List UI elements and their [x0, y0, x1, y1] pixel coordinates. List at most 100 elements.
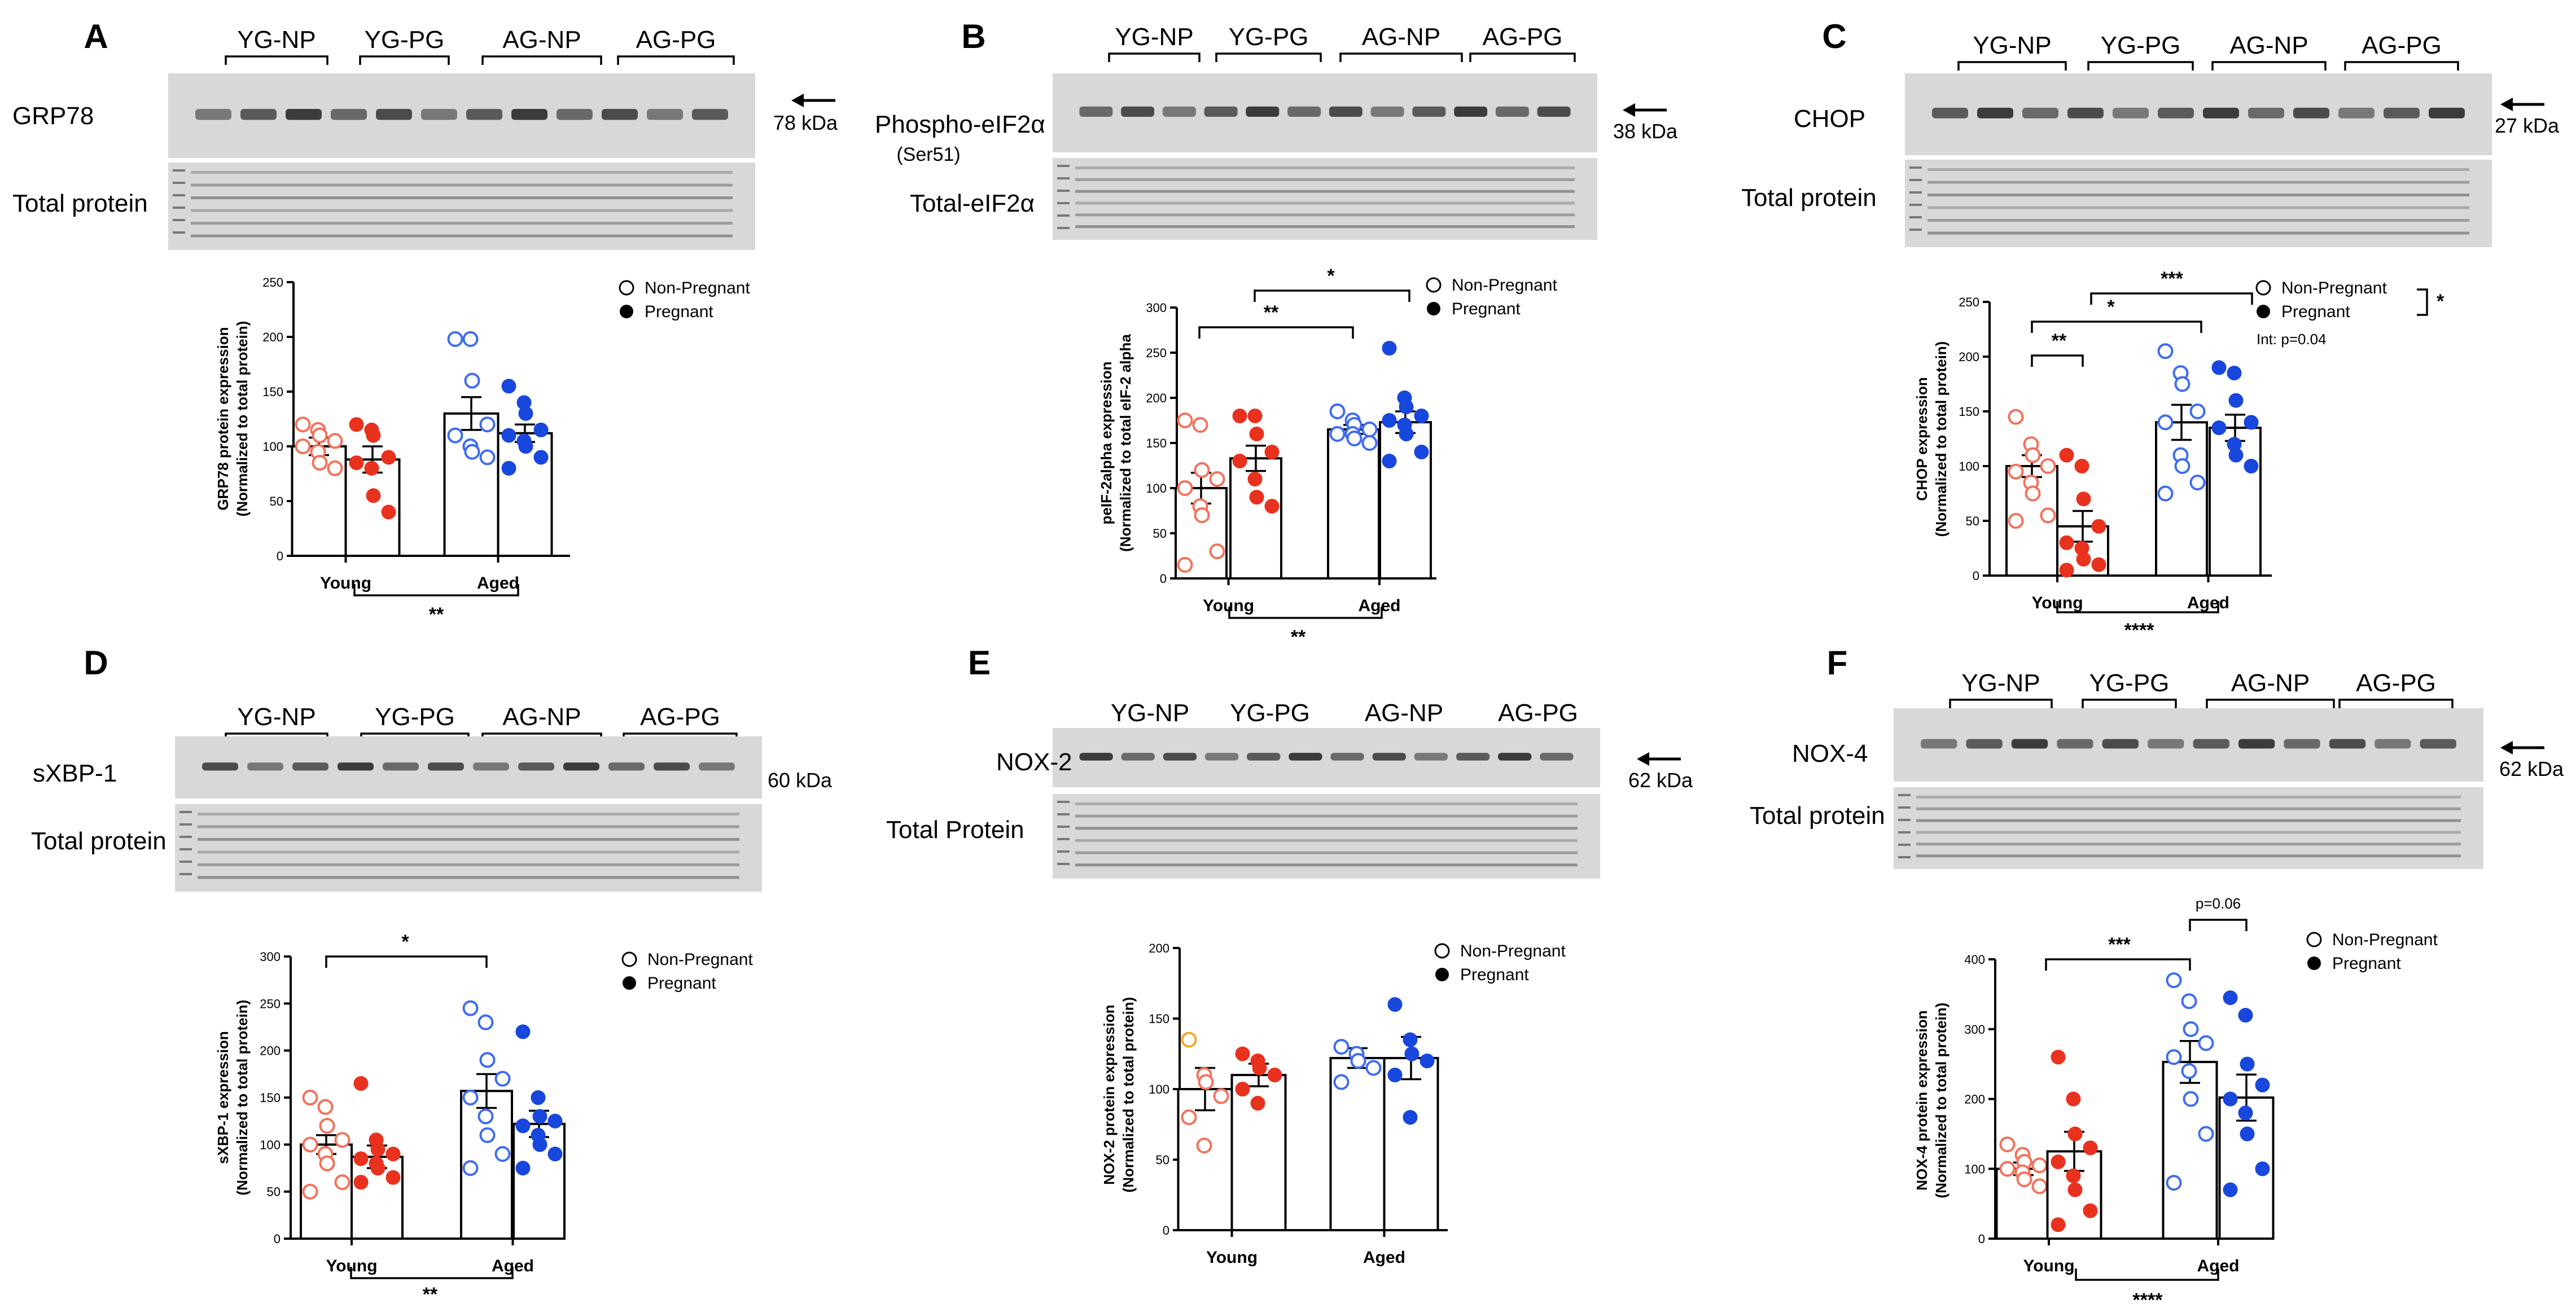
data-point — [1382, 413, 1397, 428]
total-protein-band — [1927, 231, 2469, 235]
legend-marker-filled — [1435, 968, 1449, 981]
significance-label: ** — [1264, 302, 1279, 323]
ladder-mark — [179, 848, 192, 850]
data-point — [353, 1151, 369, 1166]
group-header-label: YG-PG — [375, 703, 455, 731]
comparison-bracket — [325, 955, 488, 968]
data-point — [1209, 543, 1225, 559]
data-point — [1250, 1096, 1265, 1111]
ladder-mark — [1057, 190, 1070, 192]
total-protein-band — [1075, 178, 1575, 181]
data-point — [547, 1147, 563, 1161]
legend-label: Pregnant — [1460, 966, 1529, 984]
y-axis-label: (Normalized to total protein) — [1933, 1003, 1949, 1199]
significance-label: *** — [2108, 934, 2131, 955]
blot-band — [2248, 107, 2284, 119]
total-protein-band — [1927, 181, 2469, 184]
total-protein-band — [1075, 802, 1578, 805]
data-point — [479, 449, 496, 466]
data-point — [2189, 403, 2206, 419]
blot-bottom-label: Total protein — [1750, 802, 1885, 830]
data-point — [2157, 414, 2174, 431]
data-point — [370, 1142, 385, 1157]
y-axis-label-group: CHOP expression (Normalized to total prot… — [1913, 341, 1949, 537]
y-tick-label: 200 — [1146, 391, 1167, 405]
total-protein-band — [191, 171, 733, 174]
interaction-note: Int: p=0.04 — [2257, 331, 2327, 348]
significance-label: * — [401, 931, 409, 953]
legend-label: Pregnant — [645, 302, 713, 321]
blot-band — [1329, 106, 1363, 117]
y-axis-label-group: peIF-2alpha expression (Normalized to tot… — [1098, 334, 1134, 552]
data-point — [2076, 551, 2091, 567]
blot-band — [1163, 753, 1197, 761]
data-point — [2066, 1091, 2081, 1107]
significance-label: *** — [2161, 268, 2183, 289]
y-tick-label: 100 — [260, 1138, 281, 1152]
ladder-mark — [173, 182, 185, 184]
y-axis-label: CHOP expression — [1913, 377, 1930, 501]
data-point — [2051, 1217, 2066, 1232]
group-header-label: YG-NP — [1973, 32, 2051, 59]
ladder-mark — [1057, 850, 1070, 853]
comparison-bracket — [2045, 958, 2191, 971]
blot-band — [1287, 106, 1321, 117]
data-point — [501, 428, 516, 443]
data-point — [533, 450, 549, 465]
blot-band — [1414, 753, 1448, 761]
y-tick-label: 200 — [1959, 350, 1979, 364]
y-axis-label: (Normalized to total protein) — [1120, 997, 1137, 1193]
x-category-label: Aged — [477, 574, 519, 593]
total-protein-band — [198, 863, 739, 866]
data-point — [462, 1160, 479, 1176]
group-header-label: YG-NP — [237, 26, 316, 54]
data-point — [1196, 1138, 1212, 1153]
data-point — [327, 460, 343, 476]
blot-bottom-label: Total-eIF2α — [910, 190, 1035, 217]
y-axis-label: peIF-2alpha expression — [1098, 362, 1115, 525]
blot-band — [202, 762, 238, 771]
data-point — [1247, 409, 1263, 423]
data-point — [1213, 1088, 1229, 1104]
significance-label: ** — [1291, 626, 1306, 648]
data-point — [381, 450, 396, 465]
data-point — [462, 331, 479, 347]
significance-label: * — [2437, 291, 2444, 312]
blot-band — [699, 762, 735, 771]
group-header-bracket — [1469, 52, 1576, 62]
total-protein-band — [191, 183, 733, 187]
group-header-bracket — [225, 55, 328, 65]
blot-band — [195, 109, 231, 120]
total-protein-band — [1916, 854, 2461, 858]
group-header-bracket — [2338, 699, 2454, 708]
y-tick-label: 0 — [277, 549, 283, 563]
legend-marker-open — [619, 280, 634, 296]
total-protein-band — [191, 234, 733, 238]
legend-marker-filled — [1427, 302, 1440, 315]
total-protein-band — [1075, 166, 1575, 169]
blot-band — [421, 109, 457, 120]
comparison-bracket — [1228, 607, 1383, 619]
blot-band — [1246, 106, 1280, 117]
y-tick-label: 150 — [262, 385, 283, 399]
data-point — [1382, 454, 1397, 468]
ladder-mark — [1057, 177, 1070, 179]
group-header-label: YG-NP — [1111, 699, 1189, 727]
data-point — [533, 422, 549, 437]
data-point — [1198, 1074, 1214, 1090]
blot-band — [654, 762, 690, 771]
blot-band — [2429, 107, 2465, 119]
data-point — [531, 1090, 546, 1105]
blot-top-label: NOX-4 — [1792, 740, 1868, 767]
kda-label: 62 kDa — [2499, 757, 2564, 780]
data-point — [1177, 557, 1193, 573]
data-point — [2174, 458, 2191, 474]
ladder-mark — [173, 207, 185, 209]
data-point — [1387, 997, 1403, 1012]
data-point — [349, 417, 364, 432]
group-header-label: AG-PG — [636, 26, 716, 54]
total-protein-band — [198, 850, 739, 854]
panel-letter: A — [84, 17, 108, 55]
data-point — [1194, 462, 1210, 478]
legend-label: Non-Pregnant — [1452, 276, 1557, 295]
